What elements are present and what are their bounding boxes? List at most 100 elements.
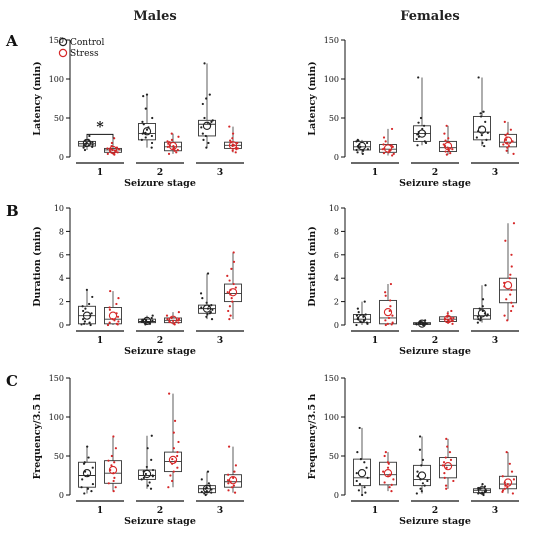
data-point	[419, 116, 423, 120]
data-point	[88, 134, 91, 138]
mean-marker	[417, 471, 427, 480]
data-point	[446, 312, 449, 315]
data-point	[211, 119, 214, 122]
data-point	[390, 127, 394, 131]
data-point	[204, 493, 207, 497]
data-point	[107, 482, 110, 485]
data-point	[176, 454, 179, 458]
data-point	[228, 125, 231, 128]
y-tick-label: 150	[49, 374, 64, 383]
mean-marker	[443, 314, 453, 324]
data-point	[201, 132, 204, 135]
y-tick-label: 8	[334, 227, 339, 236]
data-point	[451, 148, 454, 151]
category-label: 2	[432, 168, 438, 178]
data-point	[210, 318, 214, 321]
mean-marker	[168, 455, 178, 465]
data-point	[141, 132, 144, 135]
data-point	[445, 487, 448, 490]
data-point	[392, 478, 395, 481]
y-tick-label: 100	[324, 413, 339, 422]
data-point	[362, 149, 365, 152]
data-point	[382, 470, 385, 473]
data-point	[511, 492, 514, 495]
data-point	[509, 293, 512, 296]
data-point	[363, 461, 366, 464]
data-point	[227, 473, 230, 476]
data-point	[233, 491, 237, 494]
data-point	[384, 140, 387, 143]
data-point	[423, 484, 426, 487]
box-group-control-stage-1	[353, 426, 371, 497]
data-point	[210, 491, 213, 494]
data-point	[177, 321, 180, 324]
box-group-control-stage-3	[198, 272, 216, 321]
mean-marker	[228, 288, 238, 297]
legend: Control Stress	[58, 37, 104, 59]
data-point	[365, 141, 369, 145]
data-point	[476, 321, 479, 324]
category-label: 3	[492, 506, 498, 516]
data-point	[205, 301, 208, 304]
data-point	[110, 148, 113, 151]
data-point	[448, 451, 452, 454]
data-point	[361, 493, 364, 497]
data-point	[85, 288, 88, 291]
data-point	[150, 316, 153, 320]
data-point	[485, 138, 488, 141]
data-point	[231, 137, 234, 140]
data-point	[169, 474, 172, 477]
data-point	[91, 141, 94, 144]
data-point	[203, 492, 206, 495]
data-point	[145, 93, 149, 96]
y-tick-label: 0	[59, 491, 64, 500]
box-group-stress-stage-1	[379, 127, 397, 157]
chart-panel-2-1: 0 50 100 150 Frequency/3.5 h 1 2 3 Seizure stage	[307, 374, 519, 527]
data-point	[355, 314, 359, 317]
mean-marker	[417, 129, 427, 138]
box-group-control-stage-3	[198, 62, 216, 149]
data-point	[421, 458, 425, 461]
category-label: 2	[157, 336, 163, 346]
data-point	[142, 123, 145, 126]
data-point	[83, 461, 86, 464]
y-axis-title: Duration (min)	[32, 226, 43, 306]
data-point	[479, 319, 482, 322]
box-group-stress-stage-3	[499, 222, 517, 322]
panel-letter-a: A	[5, 32, 18, 50]
data-point	[479, 115, 483, 118]
data-point	[366, 148, 370, 151]
data-point	[361, 152, 364, 155]
data-point	[382, 136, 386, 139]
data-point	[482, 493, 485, 497]
data-point	[205, 315, 208, 318]
box-iqr	[379, 461, 397, 486]
data-point	[444, 484, 448, 487]
data-point	[388, 148, 391, 152]
data-point	[476, 315, 479, 318]
data-point	[166, 140, 169, 143]
data-point	[234, 151, 237, 154]
box-group-control-stage-2	[413, 319, 431, 328]
data-point	[150, 434, 153, 437]
data-point	[447, 137, 450, 140]
data-point	[231, 300, 234, 303]
data-point	[505, 298, 508, 301]
data-point	[91, 295, 94, 299]
column-title-males: Males	[133, 9, 176, 24]
data-point	[503, 314, 506, 317]
mean-marker	[108, 145, 118, 155]
y-tick-label: 150	[324, 36, 339, 45]
data-point	[113, 149, 117, 152]
data-point	[150, 134, 153, 138]
data-point	[506, 146, 509, 149]
data-point	[445, 466, 448, 469]
mean-marker	[357, 141, 367, 151]
data-point	[172, 431, 175, 434]
data-point	[146, 484, 149, 487]
x-axis-title: Seizure stage	[399, 346, 471, 357]
box-group-control-stage-3	[198, 470, 216, 497]
data-point	[483, 144, 486, 148]
data-point	[168, 141, 171, 144]
data-point	[142, 95, 145, 98]
